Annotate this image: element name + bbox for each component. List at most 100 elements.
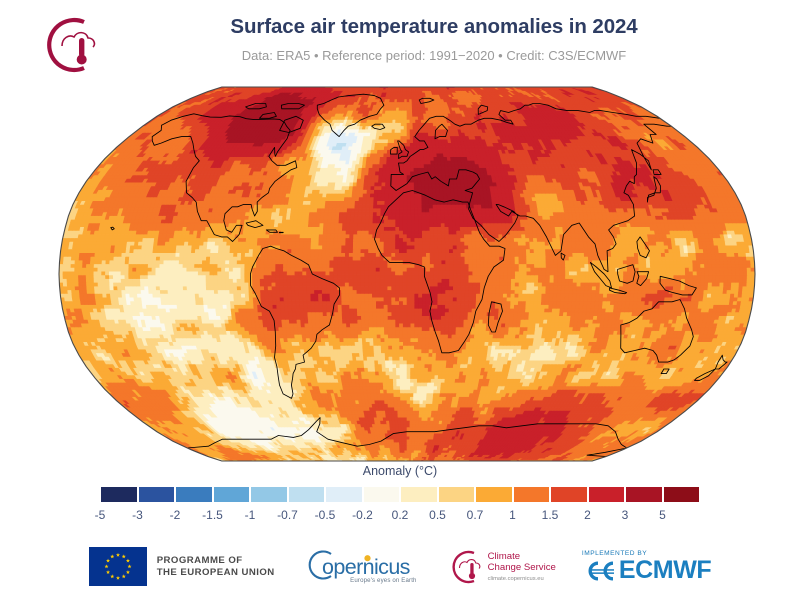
ecmwf-double-c-icon — [588, 561, 614, 580]
logo-row: PROGRAMME OF THE EUROPEAN UNION opernicus… — [0, 536, 800, 597]
coastlines — [110, 93, 728, 457]
colorbar-tick-label: 2 — [558, 506, 618, 524]
colorbar-tick-label: -0.2 — [333, 506, 393, 524]
colorbar-segment — [100, 486, 138, 503]
eu-line-1: PROGRAMME OF — [157, 555, 243, 566]
coastline-segment — [280, 103, 305, 110]
coastline-segment — [477, 104, 489, 115]
colorbar-title: Anomaly (°C) — [0, 462, 800, 480]
coastline-segment — [636, 271, 650, 287]
coastline-segment — [646, 176, 661, 203]
eu-line-2: THE EUROPEAN UNION — [157, 567, 275, 578]
copernicus-tagline: Europe's eyes on Earth — [350, 577, 418, 584]
colorbar-tick-label: -3 — [108, 506, 168, 524]
coastline-segment — [487, 301, 503, 333]
colorbar-segment — [362, 486, 400, 503]
coastline-segment — [390, 146, 398, 155]
figure-header: Surface air temperature anomalies in 202… — [0, 0, 800, 84]
ecmwf-wordmark-row: ECMWF — [582, 558, 712, 583]
colorbar-tick-label: 1.5 — [520, 506, 580, 524]
c3s-logo: Climate Change Service climate.copernicu… — [445, 549, 556, 585]
coastline-segment — [714, 354, 728, 370]
coastline-segment — [151, 113, 298, 242]
colorbar-segment — [287, 486, 325, 503]
page-subtitle: Data: ERA5 • Reference period: 1991−2020… — [104, 46, 764, 66]
coastline-segment — [390, 103, 672, 273]
coastline-segment — [636, 236, 650, 259]
c3s-thermometer-cloud-icon — [452, 550, 480, 583]
map-panel — [0, 80, 800, 468]
copernicus-wordmark-icon: opernicus — [308, 549, 410, 580]
coastline-segment — [186, 417, 628, 457]
coastline-segment — [617, 264, 636, 284]
colorbar-segment — [400, 486, 438, 503]
coastline-segment — [620, 299, 694, 363]
colorbar-segment — [475, 486, 513, 503]
eu-logo-text: PROGRAMME OF THE EUROPEAN UNION — [157, 555, 275, 579]
ecmwf-logo: IMPLEMENTED BY ECMWF — [582, 550, 712, 583]
c3s-logo-text: Climate Change Service climate.copernicu… — [488, 551, 556, 583]
colorbar-tick-label: -1 — [220, 506, 280, 524]
page-title: Surface air temperature anomalies in 202… — [104, 14, 764, 40]
world-anomaly-map — [58, 86, 756, 462]
colorbar-strip — [100, 486, 700, 503]
coastline-segment — [316, 93, 385, 138]
coastline-segment — [374, 190, 506, 354]
colorbar-tick-label: -0.5 — [295, 506, 355, 524]
coastline-segment — [560, 252, 566, 261]
colorbar-segment — [250, 486, 288, 503]
coastline-segment — [371, 123, 386, 130]
colorbar-segment — [325, 486, 363, 503]
coastline-segment — [245, 220, 264, 229]
colorbar-tick-label: 0.7 — [445, 506, 505, 524]
colorbar-segment — [625, 486, 663, 503]
c3s-line-2: Change Service — [488, 562, 556, 574]
colorbar-tick-label: 3 — [595, 506, 655, 524]
title-block: Surface air temperature anomalies in 202… — [104, 14, 764, 66]
copernicus-logo: opernicus Europe's eyes on Earth — [301, 549, 419, 584]
colorbar-tick-label: -1.5 — [183, 506, 243, 524]
coastline-segment — [694, 368, 716, 381]
coastline-segment — [589, 261, 612, 289]
colorbar-tick-label: 5 — [633, 506, 693, 524]
figure-footer: PROGRAMME OF THE EUROPEAN UNION opernicus… — [0, 536, 800, 597]
coastline-segment — [660, 368, 670, 375]
colorbar-tick-label: 1 — [483, 506, 543, 524]
c3s-url: climate.copernicus.eu — [488, 576, 556, 582]
coastline-segment — [418, 97, 435, 104]
coastline-segment — [279, 115, 304, 133]
c3s-line-1: Climate — [488, 551, 556, 563]
eu-logo: PROGRAMME OF THE EUROPEAN UNION — [88, 547, 275, 586]
anomaly-raster — [59, 87, 755, 461]
coastline-segment — [397, 140, 410, 159]
colorbar-segment — [512, 486, 550, 503]
colorbar-tick-label: 0.5 — [408, 506, 468, 524]
c3s-thermometer-cloud-icon — [38, 16, 104, 74]
colorbar-tick-label: -5 — [70, 506, 130, 524]
coastline-segment — [652, 169, 662, 175]
colorbar-segment — [212, 486, 250, 503]
ecmwf-wordmark: ECMWF — [619, 558, 712, 583]
colorbar: Anomaly (°C) -5 -3 -2 -1.5 -1 -0.7 -0.5 -0.2 0.2… — [0, 462, 800, 530]
eu-flag-icon — [88, 547, 147, 586]
map-outline — [58, 86, 756, 462]
colorbar-segment — [550, 486, 588, 503]
colorbar-ticks: -5 -3 -2 -1.5 -1 -0.7 -0.5 -0.2 0.2 0.5 0.7 1 1.5 2 3 5 — [0, 506, 800, 526]
coastline-segment — [110, 226, 115, 231]
coastline-segment — [609, 287, 628, 295]
colorbar-tick-label: -2 — [145, 506, 205, 524]
coastline-segment — [659, 275, 697, 296]
ecmwf-implemented-by: IMPLEMENTED BY — [582, 550, 647, 557]
colorbar-segment — [137, 486, 175, 503]
coastline-segment — [249, 245, 341, 399]
coastline-segment — [265, 229, 278, 233]
colorbar-segment — [437, 486, 475, 503]
colorbar-tick-label: -0.7 — [258, 506, 318, 524]
colorbar-segment — [175, 486, 213, 503]
colorbar-segment — [587, 486, 625, 503]
colorbar-segment — [662, 486, 700, 503]
colorbar-tick-label: 0.2 — [370, 506, 430, 524]
coastline-segment — [245, 103, 267, 110]
coastline-segment — [434, 123, 448, 140]
